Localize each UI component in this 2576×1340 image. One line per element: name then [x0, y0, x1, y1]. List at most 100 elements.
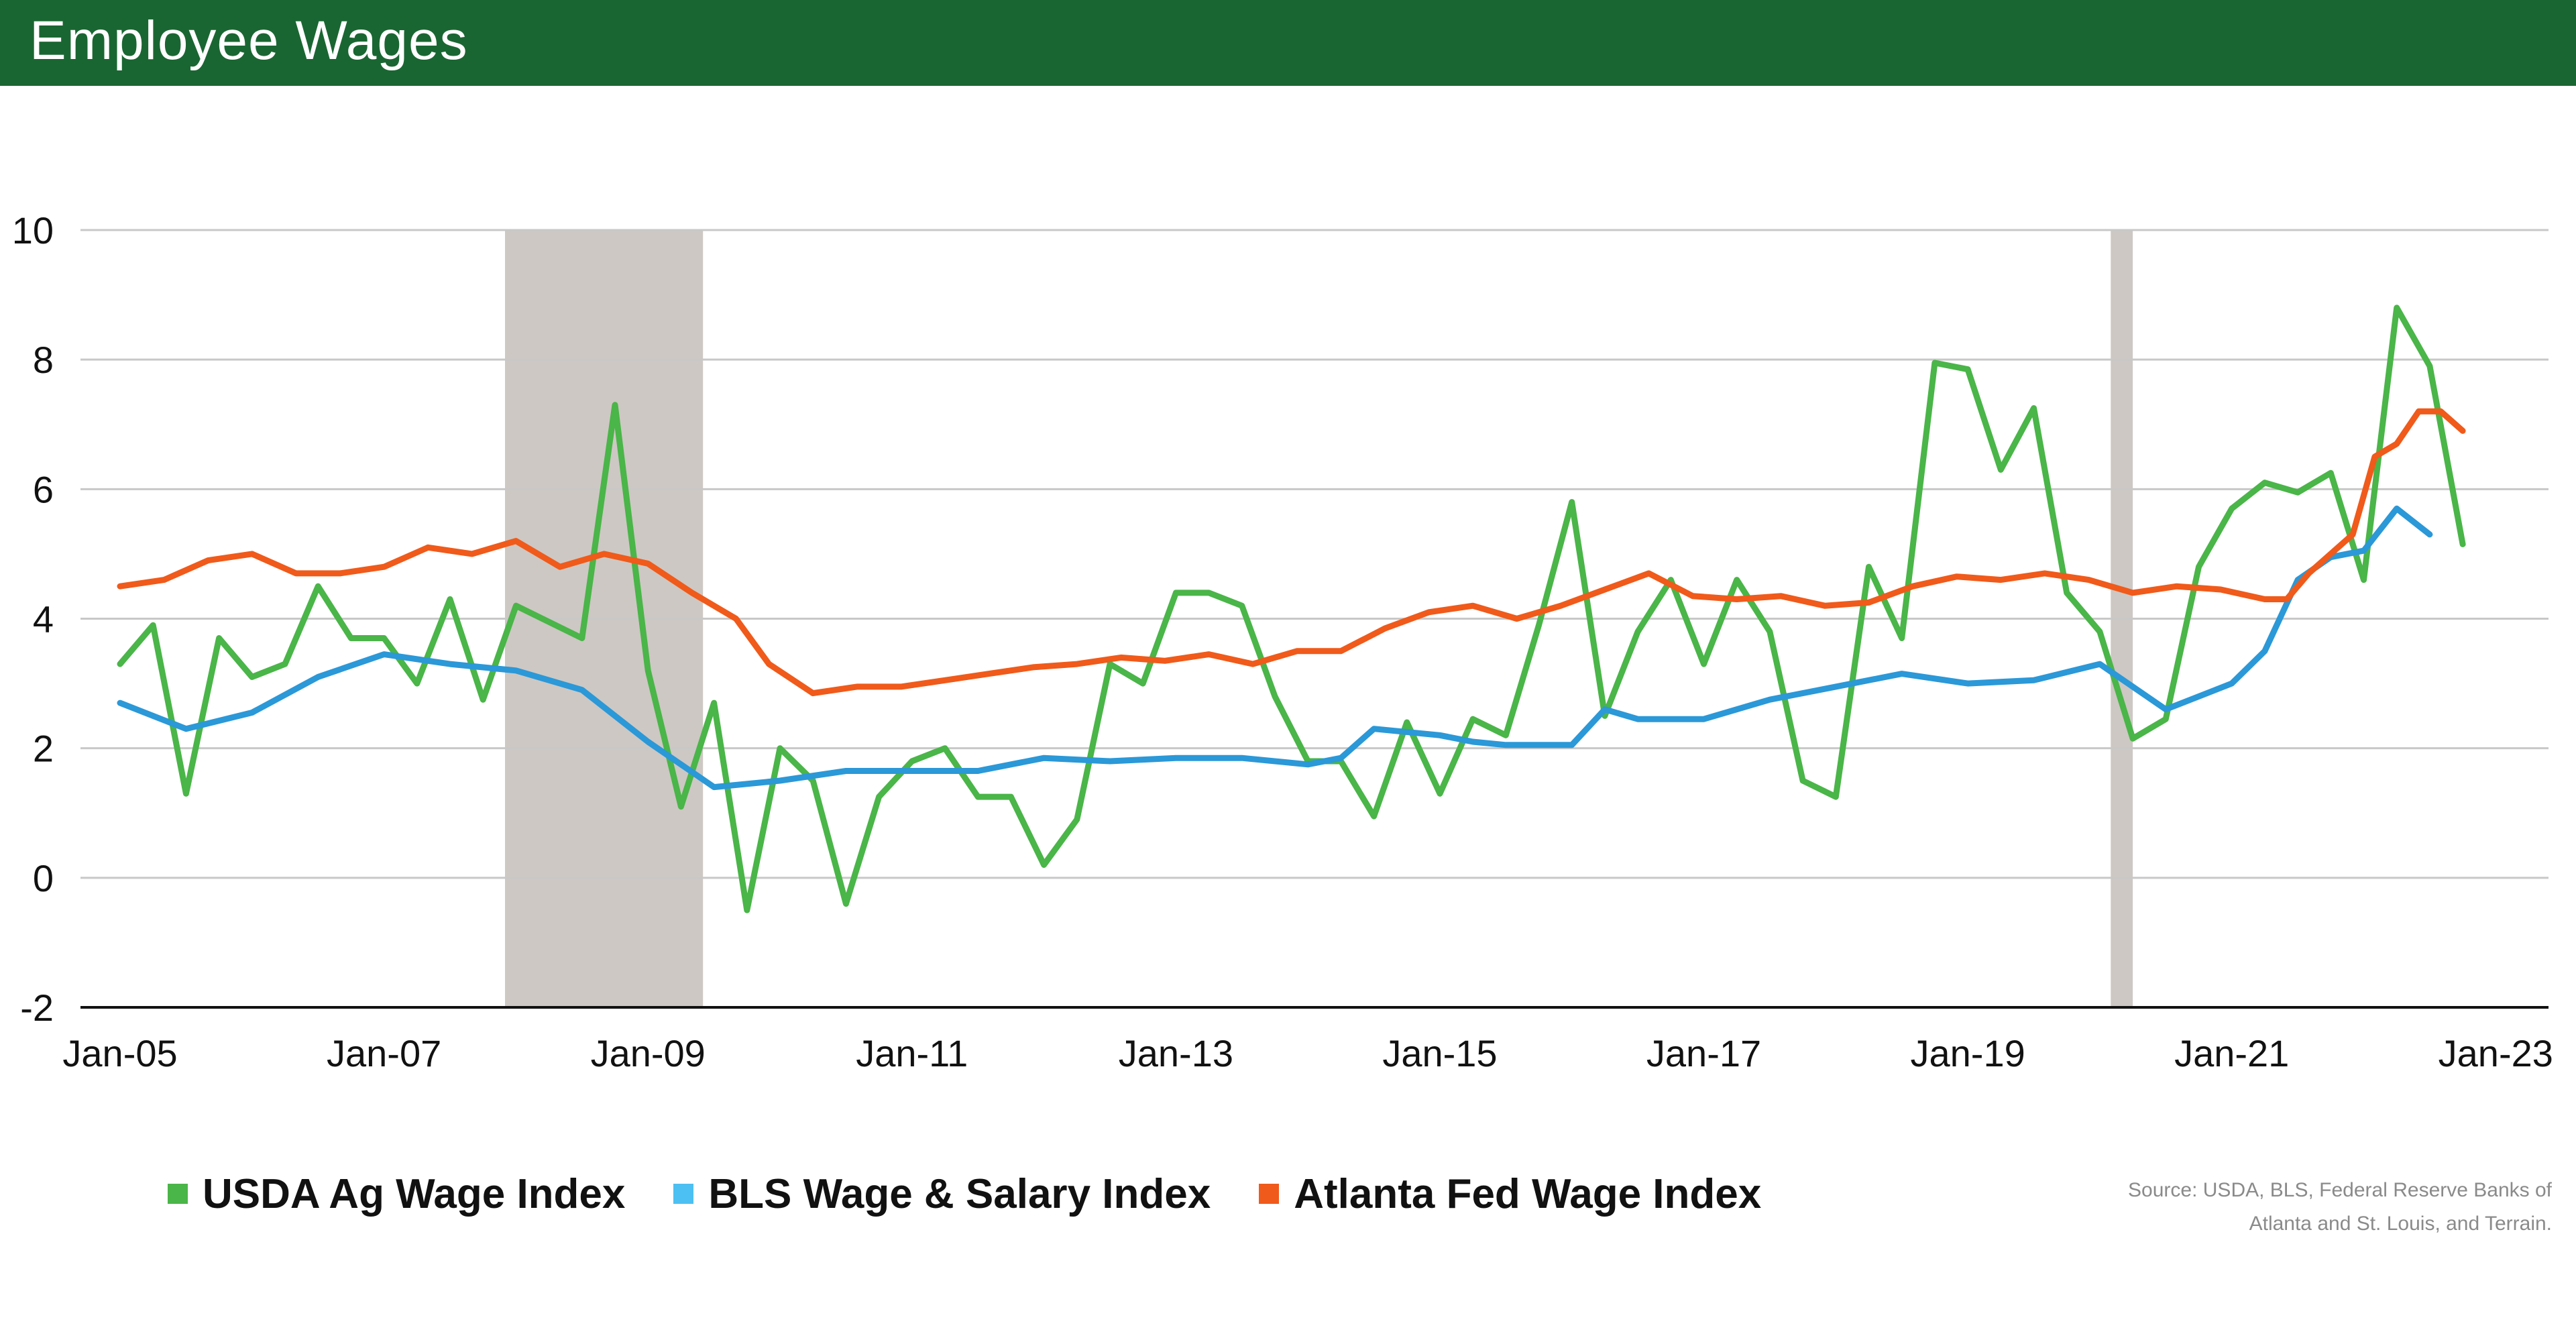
- data-point: [1438, 792, 1441, 795]
- x-tick-label: Jan-17: [1646, 1032, 1761, 1074]
- legend-swatch-bls: [673, 1184, 694, 1204]
- data-point: [1108, 663, 1111, 666]
- data-point: [2098, 663, 2101, 666]
- data-point: [152, 624, 155, 627]
- data-point: [162, 578, 166, 581]
- data-point: [2296, 491, 2300, 494]
- data-point: [2263, 649, 2266, 653]
- data-point: [844, 902, 848, 905]
- data-point: [767, 663, 771, 666]
- data-point: [2131, 737, 2135, 740]
- data-point: [1636, 718, 1640, 721]
- data-point: [2428, 533, 2431, 536]
- legend-label-usda: USDA Ag Wage Index: [203, 1170, 626, 1217]
- data-point: [1031, 665, 1035, 669]
- data-point: [2329, 471, 2333, 475]
- data-point: [1691, 594, 1695, 598]
- data-point: [910, 759, 913, 763]
- data-point: [482, 698, 485, 702]
- legend-swatch-usda: [168, 1184, 188, 1204]
- data-point: [284, 663, 287, 666]
- data-point: [2032, 679, 2035, 682]
- data-point: [294, 571, 298, 575]
- data-point: [1119, 656, 1123, 659]
- data-point: [382, 653, 386, 656]
- series-line-1: [117, 505, 2433, 791]
- data-point: [339, 571, 342, 575]
- data-point: [1537, 624, 1541, 627]
- data-point: [1339, 757, 1343, 760]
- data-point: [602, 552, 606, 555]
- data-point: [1603, 708, 1606, 711]
- data-point: [1141, 682, 1145, 685]
- source-note: Source: USDA, BLS, Federal Reserve Banks…: [2069, 1174, 2552, 1241]
- data-point: [2043, 571, 2046, 575]
- data-point: [2164, 708, 2168, 711]
- data-point: [317, 585, 320, 588]
- legend: USDA Ag Wage Index BLS Wage & Salary Ind…: [168, 1167, 1809, 1221]
- data-point: [184, 792, 188, 795]
- data-point: [877, 795, 881, 799]
- data-point: [2087, 578, 2090, 581]
- data-point: [844, 769, 848, 773]
- data-point: [514, 669, 518, 672]
- data-point: [1273, 695, 1276, 698]
- data-point: [119, 702, 122, 705]
- data-point: [2065, 591, 2068, 594]
- data-point: [559, 565, 562, 569]
- data-point: [712, 702, 716, 705]
- y-axis-ticks: -2 0 2 4 6 8 10: [12, 209, 54, 1029]
- data-point: [1471, 604, 1475, 608]
- data-point: [2263, 481, 2266, 484]
- y-tick-label: 2: [33, 728, 54, 770]
- data-point: [778, 746, 781, 750]
- legend-item-atlanta: Atlanta Fed Wage Index: [1259, 1170, 1761, 1218]
- data-point: [1383, 626, 1386, 630]
- data-point: [1636, 630, 1640, 633]
- data-point: [1768, 698, 1771, 702]
- data-point: [1339, 649, 1343, 653]
- data-point: [1779, 594, 1783, 598]
- y-tick-label: 0: [33, 857, 54, 899]
- data-point: [1306, 763, 1310, 766]
- data-point: [1603, 714, 1606, 718]
- data-point: [1900, 672, 1903, 675]
- data-point: [1471, 718, 1475, 721]
- data-point: [2395, 442, 2398, 445]
- y-tick-label: 10: [12, 209, 54, 252]
- data-point: [679, 805, 683, 808]
- data-point: [1933, 361, 1936, 364]
- data-point: [811, 779, 815, 782]
- data-point: [1669, 578, 1673, 581]
- data-point: [855, 685, 858, 688]
- data-point: [449, 663, 452, 666]
- source-line-1: Source: USDA, BLS, Federal Reserve Banks…: [2128, 1179, 2552, 1201]
- data-point: [580, 636, 583, 640]
- data-point: [1471, 740, 1475, 744]
- data-point: [1207, 591, 1211, 594]
- data-point: [647, 740, 650, 744]
- data-point: [614, 403, 617, 406]
- data-point: [1372, 727, 1376, 730]
- x-tick-label: Jan-13: [1119, 1032, 1233, 1074]
- data-point: [943, 679, 946, 682]
- data-point: [1867, 565, 1870, 569]
- data-point: [2230, 507, 2233, 510]
- header-bar: Employee Wages: [0, 0, 2576, 86]
- data-point: [427, 546, 430, 549]
- data-point: [1603, 588, 1606, 592]
- data-point: [1438, 734, 1441, 737]
- data-point: [2164, 718, 2168, 721]
- data-point: [1955, 575, 1958, 578]
- data-point: [647, 562, 650, 565]
- data-point: [1504, 743, 1508, 746]
- data-point: [349, 636, 353, 640]
- data-point: [2230, 682, 2233, 685]
- x-tick-label: Jan-21: [2174, 1032, 2289, 1074]
- x-tick-label: Jan-23: [2439, 1032, 2553, 1074]
- data-point: [1515, 617, 1518, 620]
- y-tick-label: 6: [33, 468, 54, 510]
- data-point: [2285, 598, 2288, 601]
- data-point: [1900, 636, 1903, 640]
- legend-item-usda: USDA Ag Wage Index: [168, 1170, 625, 1218]
